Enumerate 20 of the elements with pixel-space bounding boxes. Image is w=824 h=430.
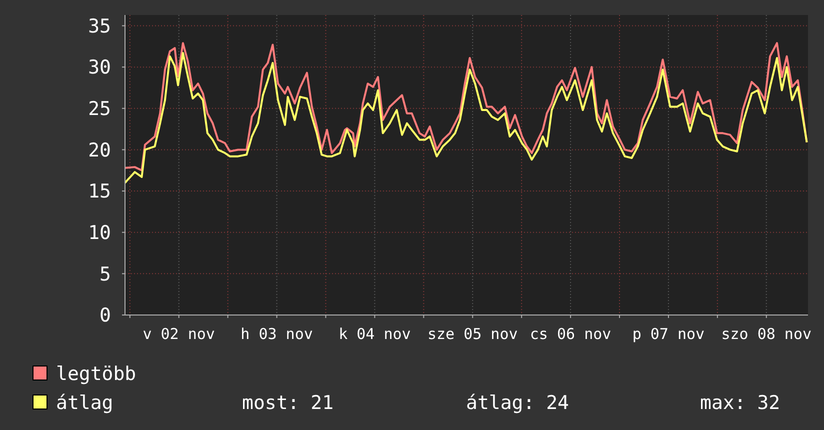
text: most: 21 [242,392,334,414]
x-tick-label: k 04 nov [338,325,411,343]
y-tick-label: 10 [88,222,111,244]
x-tick-label: v 02 nov [142,325,215,343]
x-tick-label: cs 06 nov [530,325,612,343]
text: max: 32 [700,392,780,414]
x-tick-label: szo 08 nov [721,325,812,343]
legend-label: legtöbb [56,363,136,385]
y-tick-label: 15 [88,180,111,203]
y-tick-label: 20 [88,139,111,162]
y-tick-label: 25 [88,98,111,120]
x-tick-label: h 03 nov [240,325,313,343]
legend-label: átlag [56,392,114,414]
y-tick-label: 30 [88,56,111,79]
y-tick-label: 35 [88,15,111,38]
y-tick-label: 0 [100,304,111,327]
text: átlag: 24 [466,392,569,414]
y-tick-label: 5 [100,263,111,286]
x-tick-label: p 07 nov [632,325,705,343]
x-tick-label: sze 05 nov [427,325,518,343]
